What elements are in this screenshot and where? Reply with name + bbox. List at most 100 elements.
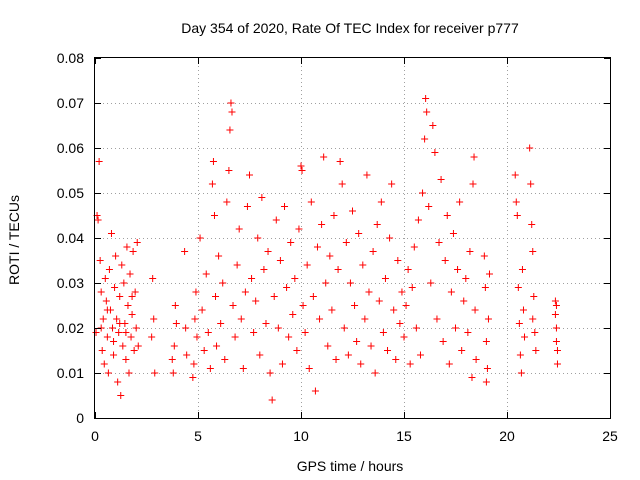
data-point [103,306,111,314]
data-point [381,275,389,282]
data-point [270,293,278,300]
y-tick-label: 0.04 [57,230,84,246]
data-point [390,306,398,314]
data-point [334,266,342,273]
data-point [322,279,330,287]
data-point [443,212,451,219]
data-point [248,275,256,282]
data-point [346,279,354,287]
data-point [200,347,208,354]
data-point [471,306,479,314]
data-point [449,230,457,237]
data-point [241,288,249,296]
data-point [439,338,447,345]
data-point [206,365,214,372]
data-point [256,351,264,359]
data-point [196,234,204,242]
data-point [531,329,539,336]
y-tick-label: 0.07 [57,95,84,111]
data-point [511,171,519,179]
data-point [266,369,274,377]
data-point [183,351,191,359]
data-point [386,234,394,242]
data-point [127,333,135,341]
data-point [447,288,455,296]
data-point [258,194,266,201]
data-point [369,248,377,255]
data-point [301,329,309,336]
data-point [468,374,476,381]
x-axis-label: GPS time / hours [297,458,404,474]
data-point [353,338,361,345]
data-point [377,198,385,206]
data-point [264,248,272,255]
data-point [528,221,536,228]
data-point [113,315,121,323]
data-point [363,171,371,179]
data-point [464,329,472,336]
data-point [516,351,524,359]
data-point [243,203,251,210]
data-point [110,351,118,359]
data-point [551,297,559,305]
data-point [367,342,375,350]
data-point [260,266,268,273]
data-point [210,212,218,219]
data-point [318,221,326,228]
x-tick-label: 25 [602,428,618,444]
data-point [441,257,449,264]
data-point [398,288,406,296]
data-point [458,347,466,354]
data-point [122,356,130,363]
data-point [212,293,220,300]
data-point [552,302,560,309]
data-point [276,257,284,264]
data-point [105,266,113,273]
data-point [229,302,237,309]
data-point [149,275,157,282]
data-point [171,302,179,309]
data-point [365,288,373,296]
data-point [116,293,124,300]
y-tick-label: 0.05 [57,185,84,201]
data-point [470,153,478,161]
data-point [309,293,317,300]
data-point [400,333,408,341]
data-point [198,306,206,314]
data-point [303,261,311,269]
data-point [311,387,319,395]
data-point [246,171,253,179]
data-point [130,347,138,354]
data-point [454,266,462,273]
data-point [404,266,412,273]
data-point [414,216,422,224]
data-point [340,324,348,332]
data-point [408,284,416,291]
data-point [361,315,369,323]
data-point [422,95,430,102]
y-tick-label: 0 [76,410,84,426]
data-point [107,230,115,237]
data-point [469,180,477,188]
data-point [192,288,200,296]
data-point [204,329,212,336]
data-point [410,243,418,251]
data-point [297,162,305,170]
data-point [553,360,561,368]
data-point [526,144,534,152]
data-point [228,108,236,116]
data-point [349,207,356,215]
data-point [231,333,239,341]
data-point [472,356,480,363]
data-point [518,266,526,273]
data-point [120,279,128,287]
data-point [119,342,127,350]
data-point [150,315,158,323]
chart-title: Day 354 of 2020, Rate Of TEC Index for r… [181,20,519,36]
data-point [320,153,328,161]
data-point [330,212,338,219]
data-point [529,248,537,255]
data-point [125,369,133,377]
